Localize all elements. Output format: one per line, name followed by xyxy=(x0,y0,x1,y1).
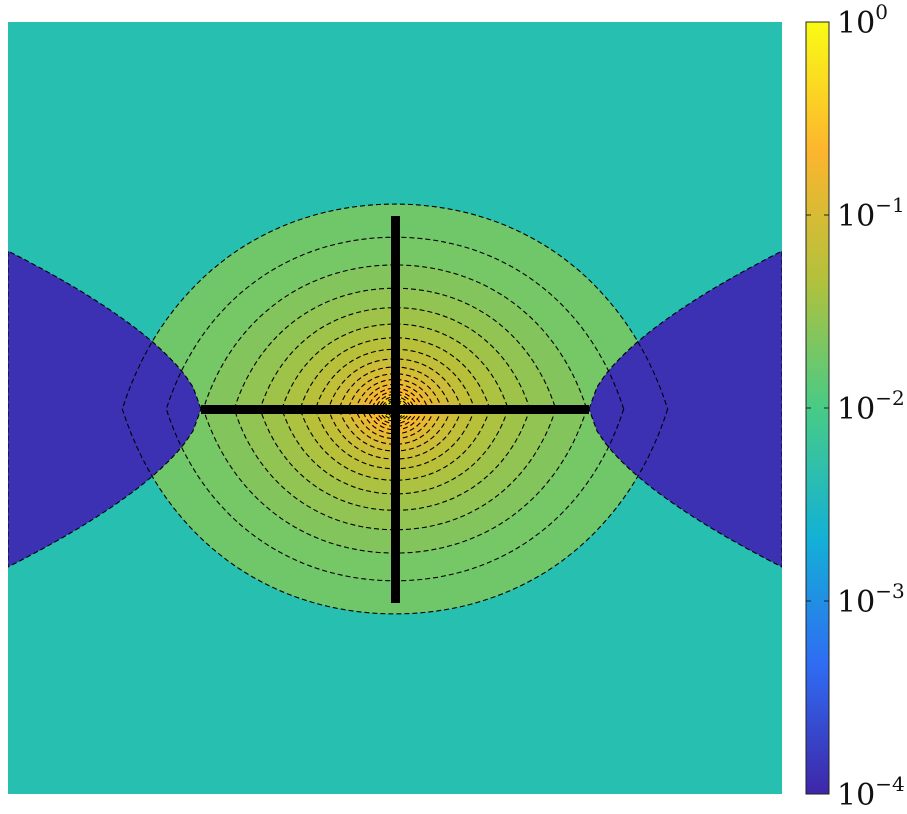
colorbar-tick-exponent: 0 xyxy=(875,0,888,24)
colorbar-tick-label: 100 xyxy=(837,0,888,41)
contour-line xyxy=(121,203,669,615)
colorbar: 100 10−1 10−2 10−3 10−4 xyxy=(805,0,905,813)
left-wedge xyxy=(8,251,201,567)
colorbar-tick-2: 10−2 xyxy=(806,386,905,427)
contour-line xyxy=(299,337,491,481)
colorbar-tick-label: 10−1 xyxy=(837,193,905,234)
colorbar-tick-label: 10−4 xyxy=(837,772,905,813)
cross-vertical-arm xyxy=(391,216,400,603)
colorbar-tick-label: 10−3 xyxy=(837,579,905,620)
colorbar-tick-exponent: −2 xyxy=(875,386,904,410)
contour-line xyxy=(233,287,557,531)
cross-marker xyxy=(201,216,589,603)
wedge-contour-line xyxy=(8,250,202,568)
contour-bands xyxy=(122,204,668,614)
wedge-contour-line xyxy=(588,250,782,568)
colorbar-tick-label: 10−2 xyxy=(837,386,905,427)
colorbar-tick-0: 100 xyxy=(806,0,888,41)
colorbar-tick-exponent: −4 xyxy=(875,772,904,796)
plot-area xyxy=(8,22,782,794)
colorbar-tick-exponent: −3 xyxy=(875,579,904,603)
right-wedge xyxy=(589,251,782,567)
colorbar-ticks: 100 10−1 10−2 10−3 10−4 xyxy=(806,0,905,813)
contour-line xyxy=(281,323,509,495)
colorbar-tick-4: 10−4 xyxy=(806,772,905,813)
colorbar-tick-exponent: −1 xyxy=(875,193,904,217)
low-value-wedges xyxy=(8,251,782,567)
